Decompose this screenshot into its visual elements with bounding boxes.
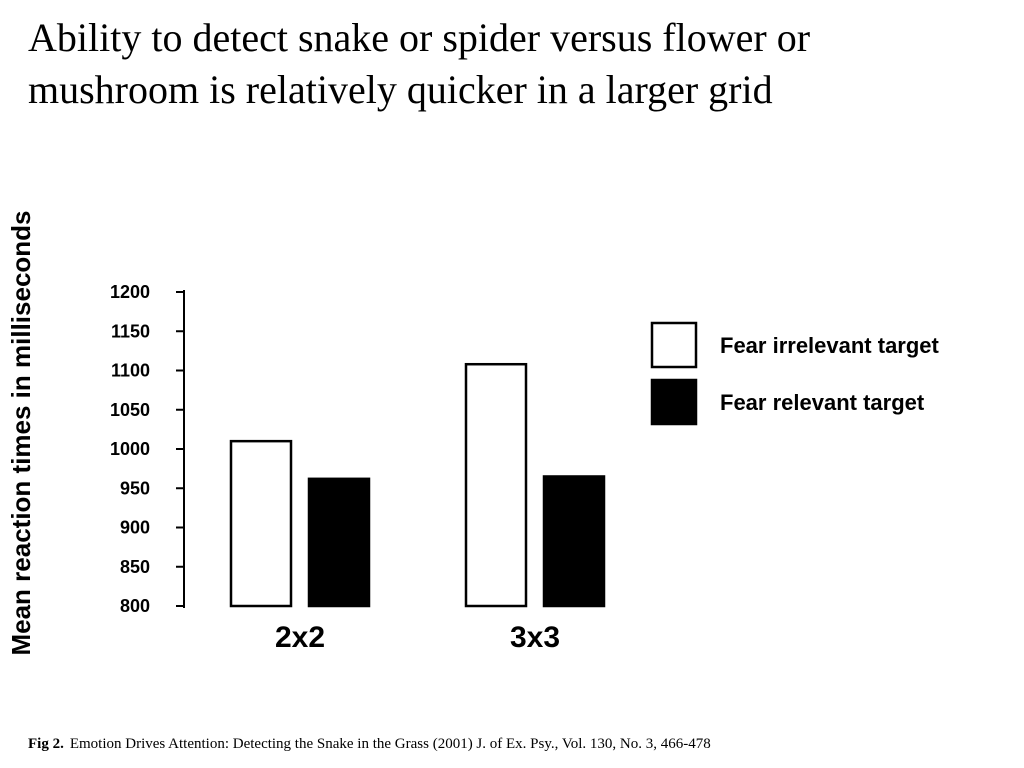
y-tick-label: 850 xyxy=(120,557,150,577)
y-tick-label: 900 xyxy=(120,518,150,538)
bar-3x3-fear-irrelevant xyxy=(464,362,528,608)
bar-3x3-fear-relevant xyxy=(542,475,606,608)
y-axis-label: Mean reaction times in milliseconds xyxy=(6,210,36,655)
y-tick-label: 1050 xyxy=(110,400,150,420)
legend-label: Fear irrelevant target xyxy=(720,333,940,358)
figure-caption: Fig 2. Emotion Drives Attention: Detectin… xyxy=(28,735,711,753)
caption-label: Fig 2. xyxy=(28,736,64,752)
bar-chart: Mean reaction times in milliseconds 8008… xyxy=(6,210,940,655)
legend-swatch xyxy=(650,321,698,369)
bar-2x2-fear-relevant xyxy=(307,477,371,608)
y-tick-label: 1000 xyxy=(110,439,150,459)
x-axis-labels: 2x2 3x3 xyxy=(275,621,560,654)
y-tick-label: 800 xyxy=(120,596,150,616)
legend-swatch xyxy=(650,378,698,426)
y-ticks: 800 850 900 950 1000 1050 1100 1150 1200 xyxy=(110,282,184,616)
y-tick-label: 950 xyxy=(120,478,150,498)
y-tick-label: 1150 xyxy=(111,321,150,341)
bars xyxy=(229,362,606,608)
legend-label: Fear relevant target xyxy=(720,390,925,415)
caption-text: Emotion Drives Attention: Detecting the … xyxy=(69,736,711,752)
y-tick-label: 1200 xyxy=(110,282,150,302)
bar-2x2-fear-irrelevant xyxy=(229,439,293,608)
legend: Fear irrelevant target Fear relevant targ… xyxy=(650,321,940,426)
y-tick-label: 1100 xyxy=(111,361,150,381)
slide-title: Ability to detect snake or spider versus… xyxy=(28,15,811,112)
x-tick-label: 2x2 xyxy=(275,621,325,654)
x-tick-label: 3x3 xyxy=(510,621,560,654)
